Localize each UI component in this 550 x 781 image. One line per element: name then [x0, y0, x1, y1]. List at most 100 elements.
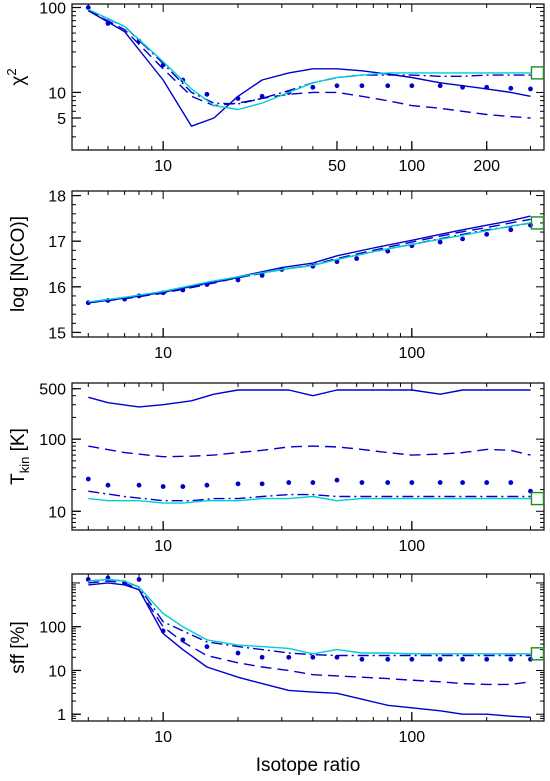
series-line-dashdot — [88, 490, 531, 502]
x-tick-label: 100 — [398, 538, 425, 555]
plot-area — [85, 389, 533, 504]
plot-frame — [71, 190, 545, 338]
series-dot — [437, 480, 443, 485]
series-dot — [508, 227, 514, 233]
series-dot — [484, 231, 490, 237]
series-dot — [484, 84, 490, 90]
series-dot — [259, 273, 265, 278]
series-dot — [359, 656, 365, 662]
plot-area — [85, 5, 533, 127]
series-dot — [235, 650, 241, 656]
square-marker — [530, 491, 545, 506]
series-dot — [259, 93, 265, 99]
series-line-dashed — [88, 580, 531, 686]
series-line-dashdot — [88, 578, 531, 657]
series-dot — [385, 83, 391, 89]
series-dot — [180, 484, 186, 489]
series-dot — [460, 84, 465, 90]
series-dot — [259, 654, 265, 660]
x-tick-label: 10 — [154, 538, 172, 555]
y-tick-label: 17 — [48, 234, 66, 251]
series-dot — [484, 480, 490, 485]
x-tick-label: 50 — [328, 158, 346, 175]
x-tick-label: 100 — [398, 729, 425, 746]
x-tick-label: 10 — [154, 729, 172, 746]
series-dot — [286, 654, 292, 660]
series-dot — [105, 21, 111, 26]
plot-area — [85, 575, 533, 718]
series-line-solid — [87, 9, 531, 127]
series-line-dashdot — [88, 9, 531, 105]
y-tick-label: 500 — [39, 382, 66, 399]
series-dot — [354, 256, 360, 261]
series-dot — [136, 482, 142, 488]
y-tick-label: 10 — [48, 504, 66, 521]
series-dot — [310, 480, 316, 485]
series-line-solid-cyan — [88, 495, 531, 504]
series-line-solid — [88, 389, 531, 408]
panel-sff: 10 100 1 10 100 sff [%] Isotope ratio — [8, 573, 545, 776]
series-dot — [85, 5, 91, 10]
series-dot — [204, 482, 210, 488]
series-dot — [310, 84, 316, 90]
series-dot — [460, 480, 465, 485]
series-dot — [204, 91, 210, 97]
y-tick-label: 16 — [48, 280, 66, 297]
y-tick-label: 10 — [48, 663, 66, 680]
panel-chi-squared: 10 50 100 200 5 10 100 χ2 — [4, 1, 545, 175]
series-line-solid-cyan — [88, 8, 531, 111]
y-tick-label: 100 — [39, 432, 66, 449]
square-marker — [530, 216, 545, 230]
plot-frame — [71, 3, 545, 151]
series-dot — [235, 96, 241, 101]
series-dot — [508, 656, 514, 662]
x-tick-label: 100 — [398, 158, 425, 175]
series-dot — [180, 637, 186, 643]
y-tick-label: 15 — [48, 325, 66, 342]
square-marker — [530, 647, 545, 661]
series-dot — [508, 85, 514, 91]
y-axis-label: χ2 — [4, 68, 29, 85]
series-dot — [385, 656, 391, 662]
series-dot — [235, 481, 241, 487]
series-dot — [334, 259, 340, 265]
series-dot — [409, 656, 415, 662]
series-dot — [235, 277, 241, 283]
y-tick-label: 1 — [57, 707, 66, 724]
series-line-solid — [88, 582, 531, 718]
series-dot — [359, 83, 365, 89]
series-line-solid-cyan — [88, 578, 531, 655]
series-dot — [105, 482, 111, 488]
series-dot — [508, 480, 514, 485]
y-axis-label: Tkin [K] — [8, 428, 32, 485]
series-dot — [259, 481, 265, 487]
y-axis-label: sff [%] — [8, 621, 29, 673]
series-line-solid-cyan — [88, 222, 531, 303]
series-dot — [528, 86, 533, 92]
x-tick-label: 10 — [154, 345, 172, 362]
series-dot — [437, 239, 443, 245]
series-dot — [460, 656, 465, 662]
series-line-dashed — [87, 9, 531, 119]
series-dot — [136, 577, 142, 582]
panel-log-nco: 10 100 15 16 17 18 log [N(CO)] — [8, 189, 545, 362]
series-dot — [204, 644, 210, 650]
x-tick-label: 200 — [473, 158, 500, 175]
x-tick-label: 10 — [154, 158, 172, 175]
series-dot — [409, 480, 415, 485]
y-tick-label: 100 — [39, 620, 66, 637]
y-tick-label: 100 — [39, 1, 66, 18]
square-marker — [530, 66, 545, 80]
plot-frame — [71, 382, 545, 531]
series-line-dashed — [88, 445, 531, 458]
plot-area — [85, 215, 533, 306]
series-dot — [359, 480, 365, 485]
x-tick-label: 100 — [398, 345, 425, 362]
series-dot — [310, 654, 316, 660]
series-dot — [385, 248, 391, 254]
series-dot — [437, 83, 443, 89]
series-dot — [484, 656, 490, 662]
series-line-dashed — [88, 218, 531, 304]
y-tick-label: 18 — [48, 189, 66, 206]
